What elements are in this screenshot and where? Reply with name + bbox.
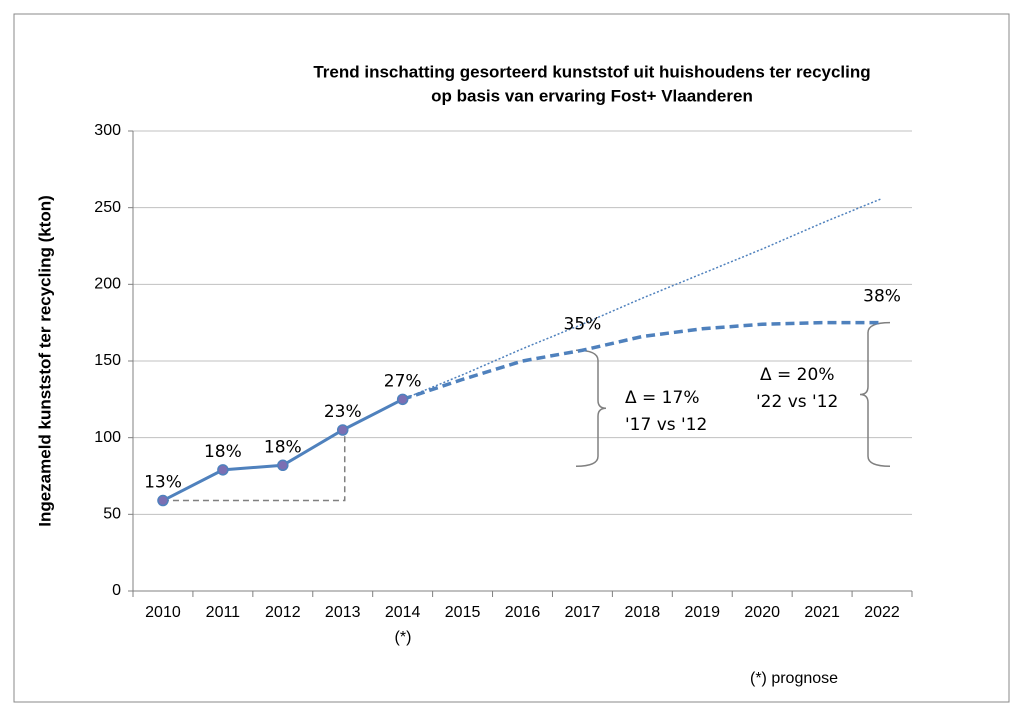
x-tick-label: 2010 [145,604,181,621]
y-tick-label: 100 [94,429,121,446]
frame [13,13,1010,703]
y-tick-label: 250 [94,199,121,216]
y-axis-label: Ingezameld kunststof ter recycling (kton… [35,195,54,527]
tick-note: (*) [395,629,412,646]
marker [217,464,229,476]
bracket [575,349,607,468]
y-tick-label: 300 [94,122,121,139]
x-tick-label: 2017 [565,604,601,621]
footnote: (*) prognose [750,670,838,687]
annotation: Δ = 20% [760,365,834,385]
marker [157,494,169,507]
line-dashed [402,320,883,401]
point-label: 13% [144,473,182,493]
x-tick-label: 2012 [265,604,301,621]
x-tick-label: 2022 [864,604,900,621]
x-tick-label: 2019 [684,604,720,621]
x-tick-label: 2020 [744,604,780,621]
point-label: 18% [204,442,242,462]
marker [396,393,409,406]
x-tick-label: 2021 [804,604,840,621]
x-tick-label: 2016 [505,604,541,621]
line-dotted [402,197,883,401]
marker [336,424,349,436]
chart-title: op basis van ervaring Fost+ Vlaanderen [431,86,753,105]
bracket [859,321,891,468]
x-tick-label: 2013 [325,604,361,621]
annotation: '17 vs '12 [625,415,707,435]
x-tick-label: 2018 [625,604,661,621]
y-tick-label: 0 [112,582,121,599]
point-label: 35% [564,314,602,334]
annotation: '22 vs '12 [756,392,838,412]
y-tick-label: 200 [94,276,121,293]
y-tick-label: 50 [103,506,121,523]
y-tick-label: 150 [94,352,121,369]
x-tick-label: 2014 [385,604,421,621]
point-label: 23% [324,402,362,422]
annotation: Δ = 17% [625,388,699,408]
point-label: 27% [384,371,422,391]
chart-title: Trend inschatting gesorteerd kunststof u… [313,62,870,81]
reference-line [162,430,346,502]
point-label: 38% [863,287,901,307]
x-tick-label: 2015 [445,604,481,621]
x-tick-label: 2011 [206,604,241,621]
marker [277,459,289,472]
point-label: 18% [264,437,302,457]
